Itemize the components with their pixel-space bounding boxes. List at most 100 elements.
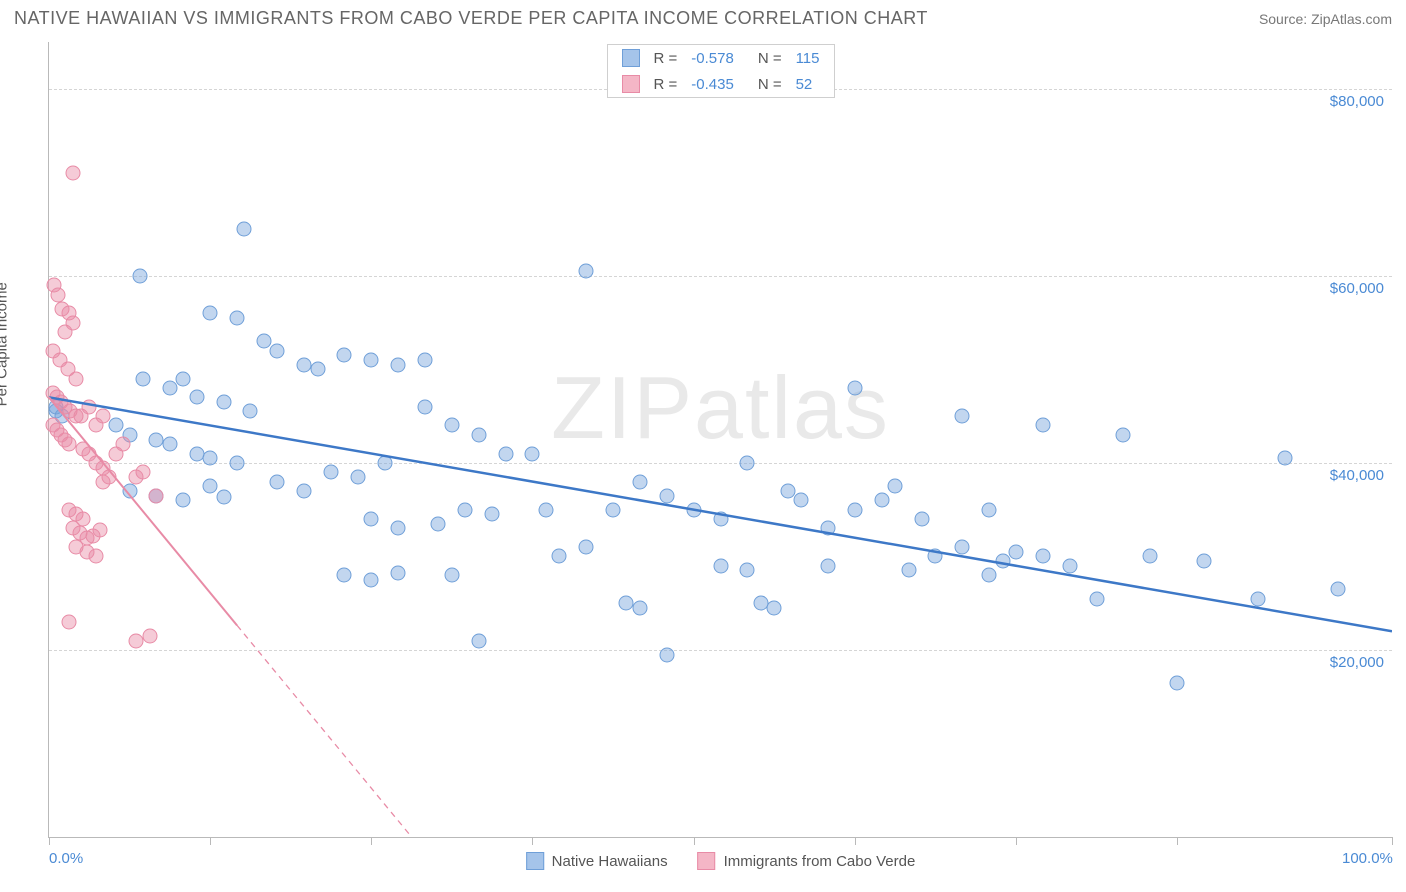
data-point [142, 628, 157, 643]
data-point [203, 451, 218, 466]
data-point [364, 572, 379, 587]
x-tick [1177, 837, 1178, 845]
source-label: Source: ZipAtlas.com [1259, 11, 1392, 27]
data-point [109, 418, 124, 433]
data-point [189, 390, 204, 405]
data-point [579, 540, 594, 555]
chart-title: NATIVE HAWAIIAN VS IMMIGRANTS FROM CABO … [14, 8, 928, 29]
series-legend: Native HawaiiansImmigrants from Cabo Ver… [526, 852, 916, 870]
data-point [901, 563, 916, 578]
data-point [216, 395, 231, 410]
x-tick-label: 100.0% [1342, 850, 1393, 867]
data-point [579, 264, 594, 279]
data-point [1008, 544, 1023, 559]
x-tick [1016, 837, 1017, 845]
data-point [337, 348, 352, 363]
x-tick [532, 837, 533, 845]
data-point [176, 371, 191, 386]
data-point [230, 310, 245, 325]
plot-area: ZIPatlas $20,000$40,000$60,000$80,0000.0… [48, 42, 1392, 838]
data-point [955, 540, 970, 555]
x-tick [855, 837, 856, 845]
data-point [82, 399, 97, 414]
r-label: R = [654, 76, 678, 93]
x-tick [1392, 837, 1393, 845]
data-point [740, 563, 755, 578]
data-point [525, 446, 540, 461]
data-point [632, 474, 647, 489]
gridline [49, 650, 1392, 651]
data-point [1170, 675, 1185, 690]
data-point [780, 483, 795, 498]
data-point [136, 371, 151, 386]
data-point [888, 479, 903, 494]
data-point [270, 474, 285, 489]
data-point [162, 381, 177, 396]
data-point [767, 600, 782, 615]
data-point [337, 568, 352, 583]
data-point [216, 490, 231, 505]
data-point [115, 437, 130, 452]
x-tick [371, 837, 372, 845]
data-point [391, 357, 406, 372]
data-point [176, 493, 191, 508]
correlation-legend: R =-0.578N =115R =-0.435N =52 [607, 44, 835, 98]
data-point [1331, 582, 1346, 597]
data-point [606, 502, 621, 517]
data-point [874, 493, 889, 508]
data-point [243, 404, 258, 419]
data-point [149, 488, 164, 503]
data-point [485, 507, 500, 522]
data-point [418, 399, 433, 414]
data-point [136, 465, 151, 480]
data-point [1196, 554, 1211, 569]
y-tick-label: $80,000 [1330, 93, 1384, 110]
data-point [270, 343, 285, 358]
data-point [102, 469, 117, 484]
data-point [95, 409, 110, 424]
n-label: N = [758, 76, 782, 93]
legend-row: R =-0.578N =115 [608, 45, 834, 71]
data-point [431, 516, 446, 531]
n-value: 115 [796, 50, 820, 67]
legend-swatch [622, 75, 640, 93]
data-point [982, 502, 997, 517]
data-point [995, 554, 1010, 569]
data-point [256, 334, 271, 349]
data-point [51, 287, 66, 302]
data-point [847, 381, 862, 396]
r-value: -0.578 [691, 50, 734, 67]
data-point [89, 549, 104, 564]
data-point [820, 558, 835, 573]
r-value: -0.435 [691, 76, 734, 93]
data-point [552, 549, 567, 564]
data-point [364, 353, 379, 368]
gridline [49, 276, 1392, 277]
data-point [310, 362, 325, 377]
data-point [1116, 427, 1131, 442]
gridline [49, 463, 1392, 464]
data-point [1062, 558, 1077, 573]
data-point [740, 455, 755, 470]
legend-item: Native Hawaiians [526, 852, 668, 870]
data-point [713, 512, 728, 527]
data-point [1089, 591, 1104, 606]
data-point [444, 418, 459, 433]
x-tick-label: 0.0% [49, 850, 83, 867]
data-point [820, 521, 835, 536]
data-point [982, 568, 997, 583]
data-point [686, 502, 701, 517]
data-point [444, 568, 459, 583]
data-point [659, 488, 674, 503]
data-point [713, 558, 728, 573]
data-point [93, 523, 108, 538]
x-tick [49, 837, 50, 845]
data-point [350, 469, 365, 484]
data-point [203, 306, 218, 321]
data-point [391, 521, 406, 536]
data-point [928, 549, 943, 564]
data-point [162, 437, 177, 452]
data-point [471, 633, 486, 648]
watermark: ZIPatlas [551, 357, 890, 459]
data-point [1143, 549, 1158, 564]
